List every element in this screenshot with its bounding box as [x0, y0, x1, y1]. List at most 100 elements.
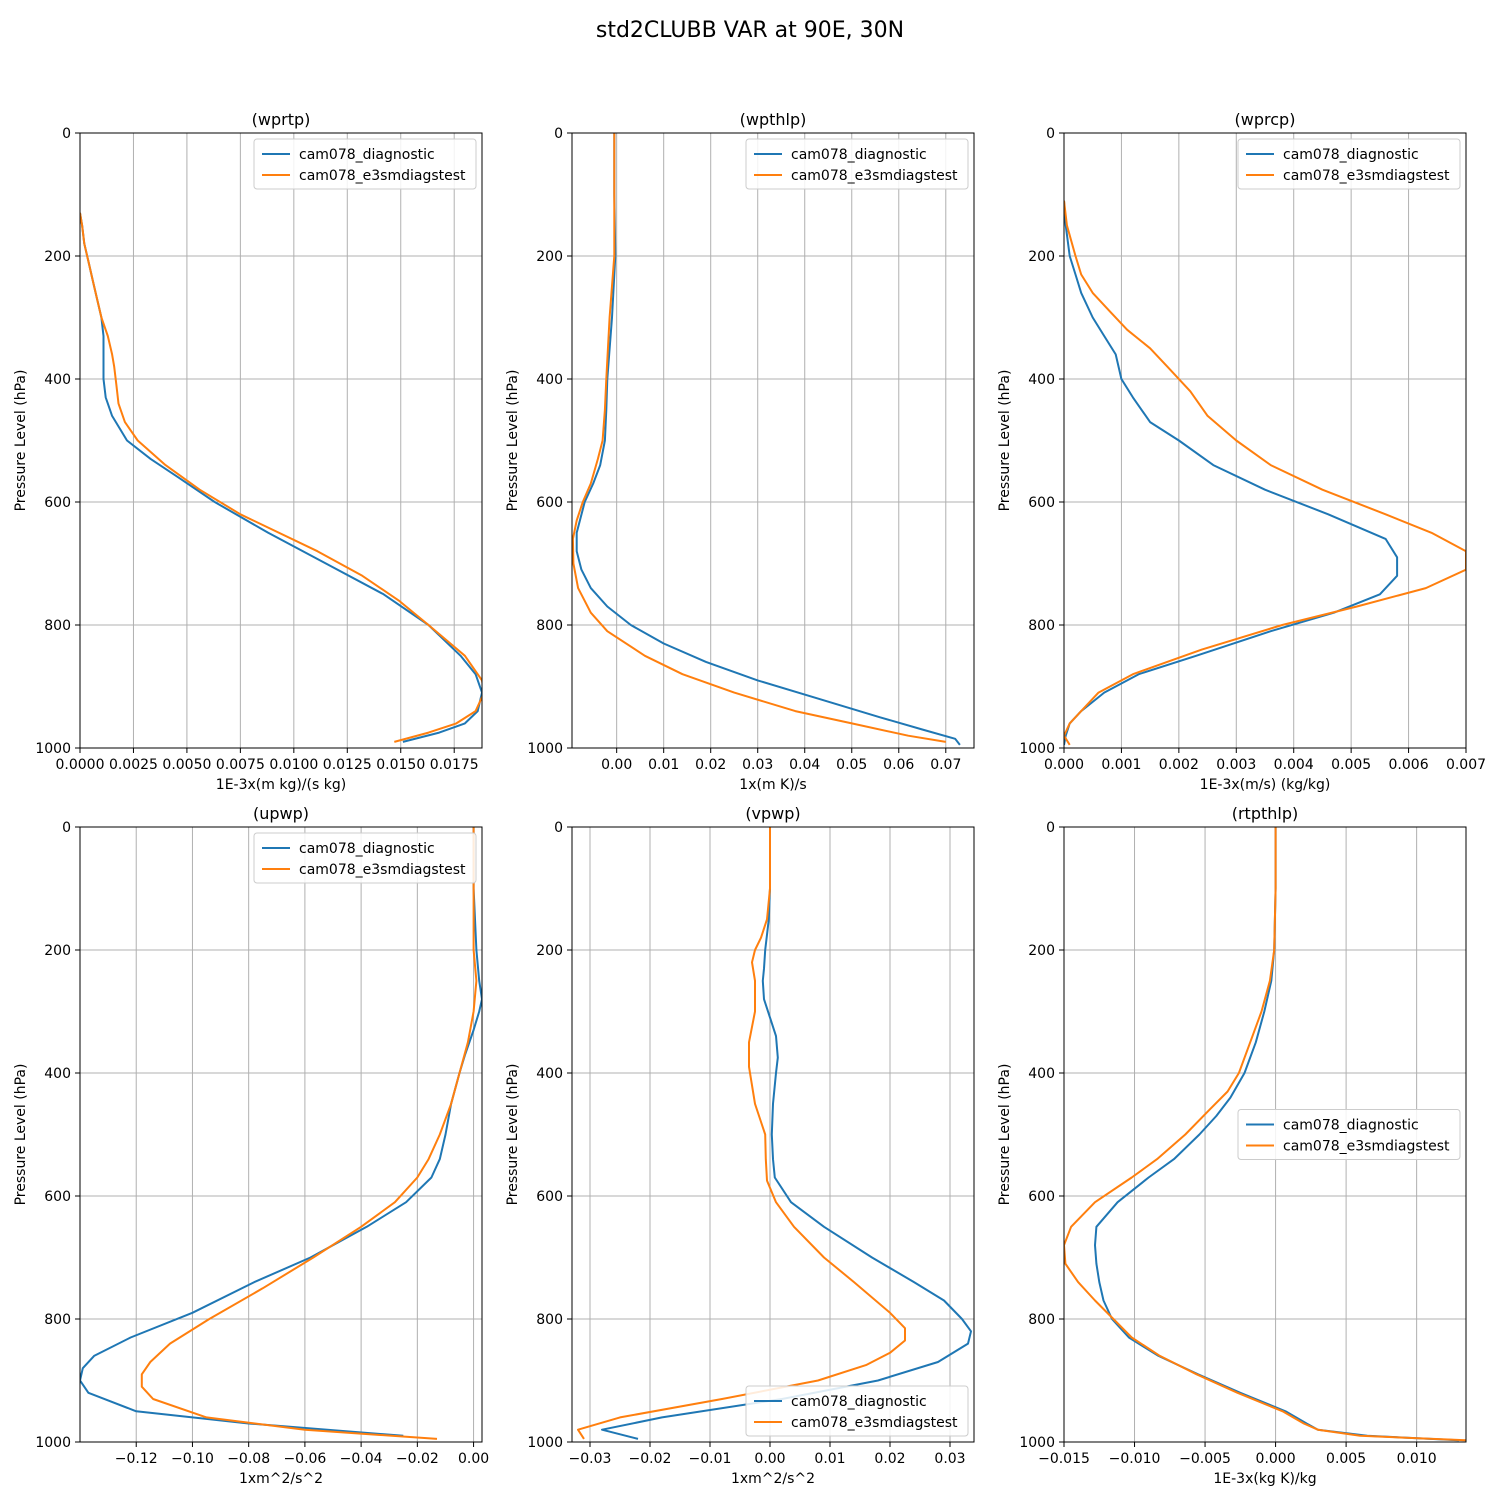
legend-label-2: cam078_e3smdiagstest — [299, 862, 466, 878]
y-tick-label: 400 — [1028, 1066, 1055, 1082]
series-line-2 — [140, 827, 478, 1440]
y-tick-label: 0 — [554, 126, 563, 142]
legend: cam078_diagnostic cam078_e3smdiagstest — [1237, 138, 1461, 190]
x-tick-label: 0.03 — [742, 757, 773, 773]
legend: cam078_diagnostic cam078_e3smdiagstest — [253, 138, 477, 190]
x-tick-label: 0.010 — [1397, 1451, 1437, 1467]
x-tick-label: −0.01 — [689, 1451, 732, 1467]
x-tick-label: −0.06 — [283, 1451, 326, 1467]
subplot-title: (rtpthlp) — [1232, 804, 1299, 823]
subplot-title: (vpwp) — [745, 804, 800, 823]
x-tick-label: 0.002 — [1159, 757, 1199, 773]
y-tick-label: 600 — [1028, 1189, 1055, 1205]
x-tick-label: −0.08 — [227, 1451, 270, 1467]
x-tick-label: 0.004 — [1274, 757, 1314, 773]
subplot-3: 0.000 0.001 0.002 0.003 0.004 0.005 0.006 0.007… — [997, 110, 1486, 793]
x-tick-label: 0.006 — [1389, 757, 1429, 773]
legend-label-1: cam078_diagnostic — [791, 1394, 927, 1410]
series-line-1 — [1064, 200, 1399, 746]
axes-frame — [571, 132, 975, 749]
subplot-title: (wpthlp) — [740, 110, 807, 129]
x-tick-label: 0.06 — [883, 757, 914, 773]
series-line-1 — [575, 133, 961, 746]
y-tick-label: 1000 — [35, 1435, 71, 1451]
series-line-2 — [80, 212, 482, 743]
x-tick-label: 0.001 — [1101, 757, 1141, 773]
y-tick-label: 400 — [536, 1066, 563, 1082]
legend-label-1: cam078_diagnostic — [791, 147, 927, 163]
y-tick-label: 800 — [1028, 618, 1055, 634]
axes-frame — [79, 132, 483, 749]
x-tick-label: 0.0175 — [430, 757, 479, 773]
y-tick-label: 600 — [536, 495, 563, 511]
legend-box — [253, 138, 477, 190]
y-tick-label: 0 — [62, 126, 71, 142]
y-tick-label: 800 — [536, 1312, 563, 1328]
x-tick-label: 0.0100 — [269, 757, 318, 773]
x-tick-label: 0.007 — [1446, 757, 1486, 773]
y-axis-label: Pressure Level (hPa) — [13, 1064, 29, 1206]
subplot-1: 0.0000 0.0025 0.0050 0.0075 0.0100 0.0125 0.01… — [13, 110, 483, 793]
y-tick-label: 600 — [44, 495, 71, 511]
legend-label-2: cam078_e3smdiagstest — [299, 168, 466, 184]
x-tick-label: 0.0050 — [162, 757, 211, 773]
y-tick-label: 0 — [62, 820, 71, 836]
y-axis-label: Pressure Level (hPa) — [997, 370, 1013, 512]
series-line-2 — [577, 827, 906, 1440]
x-tick-label: 0.000 — [1256, 1451, 1296, 1467]
x-tick-label: 0.0025 — [109, 757, 158, 773]
y-tick-label: 200 — [1028, 249, 1055, 265]
axes-frame — [571, 826, 975, 1443]
y-tick-label: 1000 — [1019, 1435, 1055, 1451]
y-tick-label: 200 — [536, 249, 563, 265]
x-axis-label: 1xm^2/s^2 — [731, 1471, 815, 1487]
x-tick-label: 0.0150 — [376, 757, 425, 773]
legend-label-1: cam078_diagnostic — [1283, 147, 1419, 163]
x-tick-label: −0.03 — [569, 1451, 612, 1467]
legend-label-1: cam078_diagnostic — [1283, 1118, 1419, 1134]
legend-label-2: cam078_e3smdiagstest — [1283, 1139, 1450, 1155]
subplot-5: −0.03 −0.02 −0.01 0.00 0.01 0.02 0.03 0 200 400 60… — [505, 804, 975, 1487]
x-tick-label: −0.010 — [1109, 1451, 1161, 1467]
x-tick-label: 0.07 — [930, 757, 961, 773]
subplot-title: (upwp) — [253, 804, 309, 823]
x-tick-label: −0.005 — [1179, 1451, 1231, 1467]
x-tick-label: 0.03 — [934, 1451, 965, 1467]
axes-frame — [79, 826, 483, 1443]
x-tick-label: −0.04 — [340, 1451, 383, 1467]
legend-label-2: cam078_e3smdiagstest — [1283, 168, 1450, 184]
axes-frame — [1063, 826, 1467, 1443]
y-tick-label: 1000 — [35, 741, 71, 757]
y-tick-label: 600 — [1028, 495, 1055, 511]
y-tick-label: 200 — [44, 249, 71, 265]
subplot-title: (wprtp) — [252, 110, 311, 129]
x-tick-label: 0.02 — [695, 757, 726, 773]
subplot-6: −0.015 −0.010 −0.005 0.000 0.005 0.010 0 200 400… — [997, 804, 1467, 1487]
legend: cam078_diagnostic cam078_e3smdiagstest — [1237, 1109, 1461, 1160]
x-axis-label: 1E-3x(m kg)/(s kg) — [216, 777, 346, 793]
y-tick-label: 800 — [44, 1312, 71, 1328]
y-axis-label: Pressure Level (hPa) — [505, 370, 521, 512]
y-tick-label: 400 — [536, 372, 563, 388]
x-tick-label: 0.000 — [1044, 757, 1084, 773]
x-tick-label: 0.00 — [458, 1451, 489, 1467]
x-tick-label: 0.005 — [1331, 757, 1371, 773]
x-tick-label: 0.00 — [601, 757, 632, 773]
x-tick-label: 0.00 — [754, 1451, 785, 1467]
x-axis-label: 1E-3x(kg K)/kg — [1213, 1471, 1316, 1487]
x-tick-label: 0.04 — [789, 757, 820, 773]
y-tick-label: 200 — [44, 943, 71, 959]
y-tick-label: 1000 — [1019, 741, 1055, 757]
subplot-2: 0.00 0.01 0.02 0.03 0.04 0.05 0.06 0.07 0 200 400 6… — [505, 110, 975, 793]
x-tick-label: 0.05 — [836, 757, 867, 773]
y-axis-label: Pressure Level (hPa) — [997, 1064, 1013, 1206]
subplot-grid: 0.0000 0.0025 0.0050 0.0075 0.0100 0.0125 0.01… — [13, 110, 1486, 1487]
series-line-2 — [1064, 200, 1466, 746]
series-line-1 — [80, 212, 482, 743]
y-tick-label: 600 — [44, 1189, 71, 1205]
x-axis-label: 1E-3x(m/s) (kg/kg) — [1200, 777, 1331, 793]
y-tick-label: 1000 — [527, 1435, 563, 1451]
series-line-1 — [1094, 827, 1459, 1442]
y-tick-label: 1000 — [527, 741, 563, 757]
x-tick-label: 0.005 — [1326, 1451, 1366, 1467]
